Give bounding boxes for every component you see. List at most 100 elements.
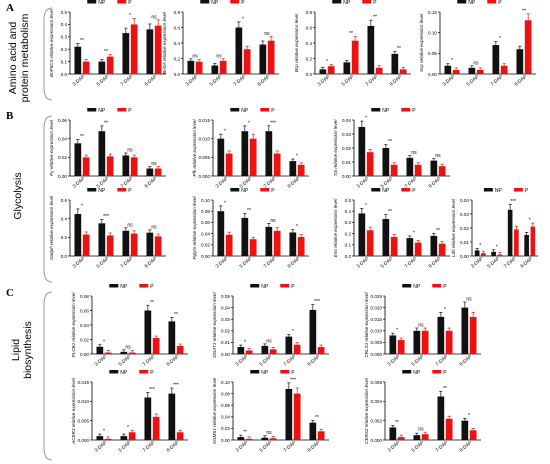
y-axis-label: DGAT1 relative expression level [212, 291, 217, 357]
y-tick-label: 0.05 [428, 51, 437, 56]
y-tick-label: 0.4 [61, 22, 68, 27]
bar-p [390, 164, 398, 176]
x-tick-label: 8-DAP [166, 354, 181, 368]
x-tick-label: 3-DAP [235, 354, 250, 368]
bar-np [391, 53, 399, 74]
y-tick-label: 0.04 [80, 323, 89, 328]
legend-label-p: P [271, 188, 275, 194]
y-tick-label: 0.1 [61, 59, 68, 64]
y-tick-label: 0.15 [428, 10, 437, 15]
x-tick-label: 8-DAP [307, 354, 322, 368]
legend-label-np: NP [413, 284, 421, 290]
significance-label: * [127, 425, 129, 431]
significance-label: ** [388, 139, 392, 145]
significance-label: ns [127, 222, 133, 228]
legend-label-np: NP [468, 0, 476, 6]
significance-label: * [224, 200, 226, 206]
legend-swatch-np [402, 284, 412, 288]
x-tick-label: 5-DAP [239, 256, 254, 270]
significance-label: * [103, 429, 105, 435]
bar-np [122, 33, 130, 74]
x-tick-label: 3-DAP [72, 74, 87, 88]
chart-panel: 0.00 0.01 0.02 0.03 0.04 0.05 DGAT1 relative e… [212, 284, 329, 368]
x-tick-label: 5-DAP [118, 354, 133, 368]
legend-swatch-np [200, 0, 210, 4]
bar-p [469, 430, 477, 440]
bar-np [146, 168, 154, 176]
y-tick-label: 0.006 [371, 380, 383, 385]
bar-np [492, 45, 500, 74]
significance-label: *** [173, 383, 179, 389]
bar-p [438, 243, 446, 256]
significance-label: ** [436, 228, 440, 234]
y-axis-label: Tpi relative expression level [333, 119, 338, 177]
bar-np [461, 307, 469, 354]
bar-np [430, 160, 438, 176]
y-tick-label: 0.04 [221, 305, 230, 310]
x-tick-label: 5-DAP [96, 74, 111, 88]
bar-np [122, 155, 130, 176]
bar-p [82, 157, 90, 176]
legend-swatch-p [260, 108, 270, 112]
legend-label-np: NP [120, 370, 128, 376]
x-tick-label: 3-DAP [442, 74, 457, 88]
bar-p [375, 67, 383, 74]
y-tick-label: 0.015 [199, 118, 211, 123]
bar-p [154, 168, 162, 176]
significance-label: ** [397, 46, 401, 52]
significance-label: ns [216, 53, 222, 59]
legend-swatch-p [487, 0, 497, 4]
y-tick-label: 0.2 [61, 47, 68, 52]
significance-label: ns [151, 224, 157, 230]
x-tick-label: 8-DAP [144, 256, 159, 270]
y-tick-label: 0.4 [306, 41, 313, 46]
significance-label: ** [522, 8, 526, 14]
significance-label: * [292, 329, 294, 335]
x-tick-label: 3-DAP [185, 74, 200, 88]
bar-np [146, 232, 154, 256]
legend-swatch-np [87, 188, 97, 192]
y-tick-label: 0.03 [342, 132, 351, 137]
chart-panel: 0.0 0.2 0.4 0.6 Gadph relative expression le… [49, 188, 166, 270]
y-tick-label: 0.10 [428, 30, 437, 35]
bar-p [130, 157, 138, 176]
y-tick-label: 0.08 [80, 294, 89, 299]
bar-np [146, 29, 154, 74]
legend-label-np: NP [382, 108, 390, 114]
bar-np [406, 157, 414, 176]
legend-swatch-np [250, 370, 260, 374]
significance-label: * [248, 120, 250, 126]
y-axis-label: CRLS1 relative expression level [364, 291, 369, 357]
y-tick-label: 0.0 [174, 72, 181, 77]
y-tick-label: 0.06 [58, 118, 67, 123]
y-tick-label: 0.4 [174, 41, 181, 46]
legend-swatch-np [371, 108, 381, 112]
bar-p [273, 153, 281, 176]
chart-panel: 0.0 0.1 0.2 0.3 0.4 0.5 BnP5CS relative expres… [49, 0, 166, 88]
bar-np [74, 214, 82, 256]
section-c-letter: C [6, 287, 14, 299]
bar-np [265, 226, 273, 256]
significance-label: ns [473, 60, 479, 66]
bar-np [235, 27, 243, 74]
section-b-bracket [43, 115, 53, 283]
significance-label: ns [418, 427, 424, 433]
x-tick-label: 3-DAP [356, 256, 371, 270]
x-tick-label: 7-DAP [142, 440, 157, 454]
bar-p [195, 61, 203, 74]
y-tick-label: 0.00 [428, 72, 437, 77]
significance-label: * [244, 340, 246, 346]
bar-np [144, 310, 152, 354]
y-tick-label: 0.00 [221, 352, 230, 357]
significance-label: ns [435, 153, 441, 159]
bar-p [399, 69, 407, 74]
bar-np [168, 393, 176, 440]
significance-label: * [242, 16, 244, 22]
significance-label: ns [192, 53, 198, 59]
bar-np [96, 346, 104, 354]
legend-swatch-p [401, 188, 411, 192]
section-b-letter: B [6, 110, 14, 122]
